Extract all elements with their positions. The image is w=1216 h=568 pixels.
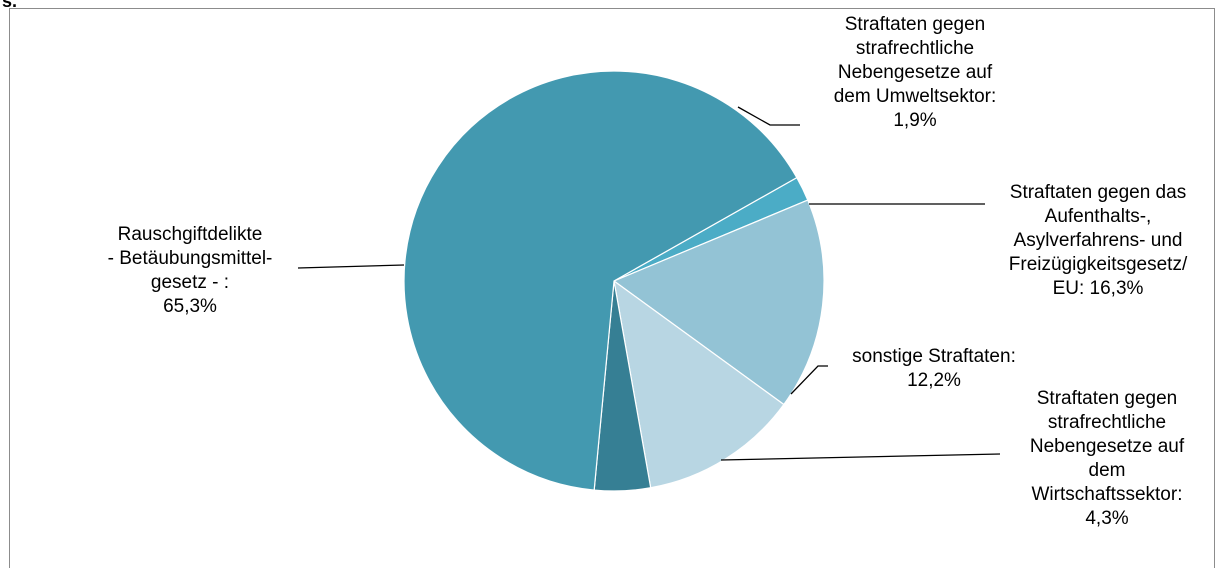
slice-label-line: dem Umweltsektor:: [834, 86, 997, 107]
slice-label-5: Rauschgiftdelikte - Betäubungsmittel-gese…: [108, 224, 273, 317]
corner-label: s.: [2, 0, 18, 11]
slice-label-line: strafrechtliche: [1048, 412, 1166, 433]
slice-label-4: Straftaten gegen strafrechtliche Nebengese…: [1030, 388, 1185, 529]
pie-slice-3: [613, 279, 785, 489]
pie-chart: Straftaten gegen strafrechtliche Nebengese…: [108, 14, 1188, 529]
leader-line-4: [720, 453, 1001, 461]
slice-label-line: Asylverfahrens- und: [1014, 230, 1183, 251]
slice-label-line: Straftaten gegen: [1037, 388, 1178, 409]
slice-label-line: Wirtschaftssektor:: [1032, 484, 1183, 505]
leader-line-1: [737, 106, 800, 126]
slice-label-line: Aufenthalts-,: [1045, 206, 1152, 227]
slice-label-line: Freizügigkeitsgesetz/: [1009, 254, 1188, 275]
slice-label-line: Nebengesetze auf: [1030, 436, 1185, 457]
slice-label-line: 1,9%: [893, 110, 936, 131]
slice-label-3: sonstige Straftaten: 12,2%: [852, 346, 1016, 391]
slice-label-line: 12,2%: [907, 370, 961, 391]
slice-label-2: Straftaten gegen das Aufenthalts-, Asylver…: [1009, 182, 1188, 299]
leader-line-3: [790, 365, 828, 395]
slice-label-line: dem: [1089, 460, 1126, 481]
slice-label-line: strafrechtliche: [856, 38, 974, 59]
slice-label-line: Rauschgiftdelikte: [118, 224, 263, 245]
pie-slice-5: [403, 70, 798, 491]
slice-label-line: sonstige Straftaten:: [852, 346, 1016, 367]
slice-label-line: - Betäubungsmittel-: [108, 248, 273, 269]
slice-label-1: Straftaten gegen strafrechtliche Nebengese…: [834, 14, 997, 131]
slice-label-line: gesetz - :: [151, 272, 229, 293]
leader-line-5: [297, 264, 405, 269]
chart-frame: [9, 8, 1215, 568]
slice-label-line: Nebengesetze auf: [838, 62, 993, 83]
slice-label-line: 65,3%: [163, 296, 217, 317]
slice-label-line: 4,3%: [1085, 508, 1128, 529]
slice-label-line: EU: 16,3%: [1053, 278, 1144, 299]
slice-label-line: Straftaten gegen das: [1010, 182, 1186, 203]
slice-label-line: Straftaten gegen: [845, 14, 986, 35]
pie-slice-2: [612, 199, 825, 406]
